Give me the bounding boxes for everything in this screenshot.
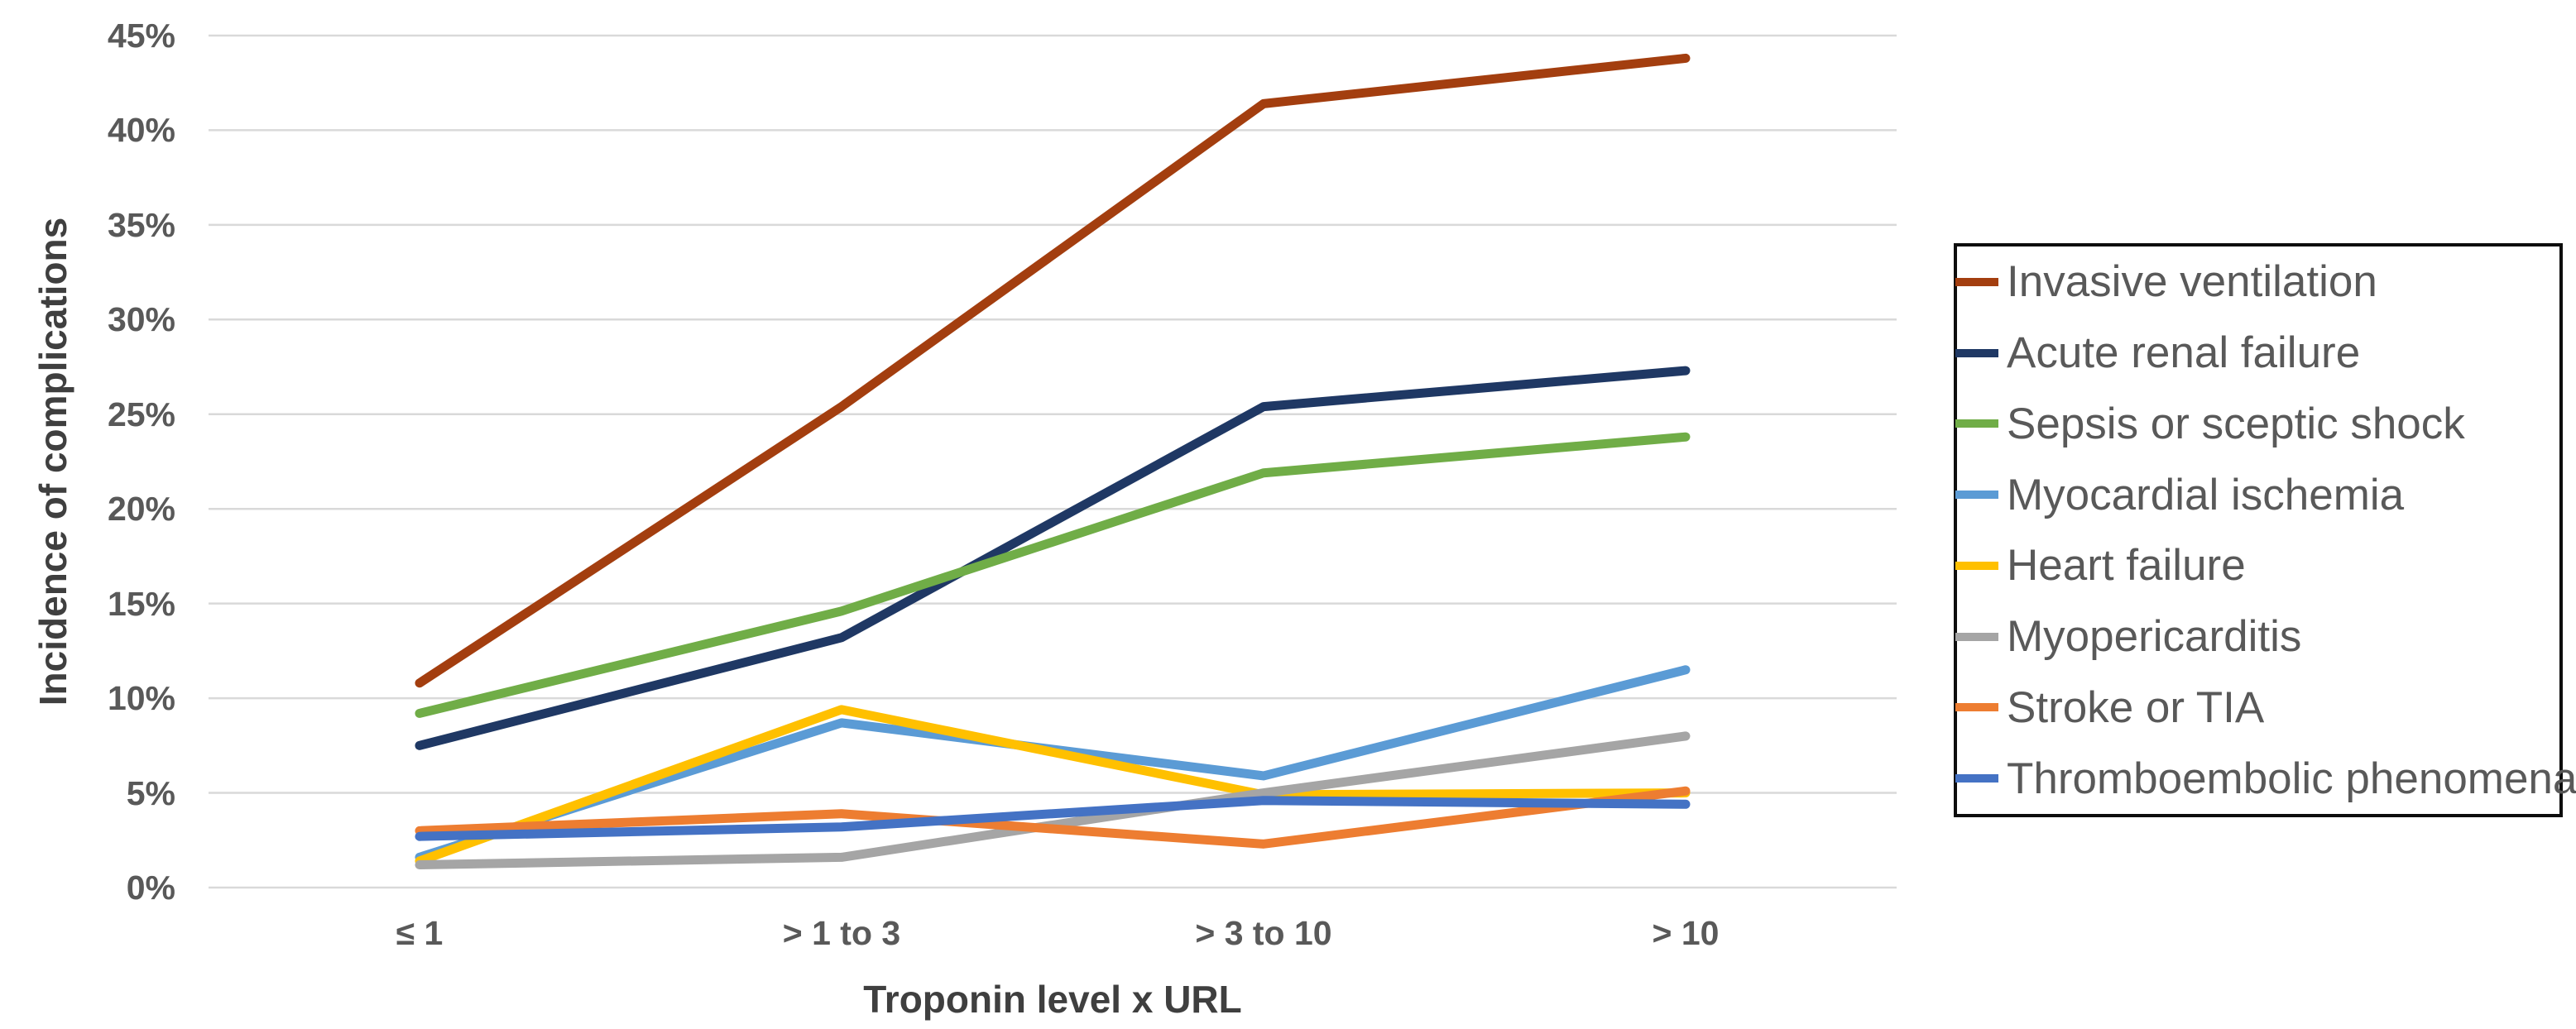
legend-line-marker [1955, 348, 1998, 357]
y-tick-label: 15% [107, 584, 175, 623]
series-line-stroke-or-tia [415, 786, 1691, 849]
legend-item-heart-failure: Heart failure [1955, 540, 2559, 591]
legend-line-marker [1955, 491, 1998, 500]
x-tick-label: > 3 to 10 [1195, 914, 1332, 952]
y-tick-label: 5% [126, 773, 175, 812]
legend-label: Myopericarditis [2007, 612, 2302, 662]
legend-item-acute-renal-failure: Acute renal failure [1955, 328, 2559, 378]
legend-label: Invasive ventilation [2007, 257, 2377, 307]
legend-item-stroke-or-tia: Stroke or TIA [1955, 682, 2559, 733]
x-axis-title: Troponin level x URL [863, 978, 1242, 1021]
legend-item-thromboembolic-phenomena: Thromboembolic phenomena [1955, 754, 2576, 804]
x-tick-label: ≤ 1 [396, 914, 444, 952]
legend-label: Stroke or TIA [2007, 682, 2265, 732]
legend-item-myocardial-ischemia: Myocardial ischemia [1955, 470, 2559, 520]
legend-line-marker [1955, 277, 1998, 286]
y-tick-label: 25% [107, 395, 175, 433]
series-line-acute-renal-failure [415, 366, 1691, 750]
x-tick-label: > 1 to 3 [782, 914, 901, 952]
y-tick-label: 10% [107, 679, 175, 718]
legend: Invasive ventilation Acute renal failure S… [1954, 243, 2576, 817]
legend-label: Acute renal failure [2007, 328, 2361, 378]
series-line-thromboembolic-phenomena [415, 796, 1691, 841]
legend-line-marker [1955, 703, 1998, 712]
legend-line-marker [1955, 561, 1998, 570]
y-tick-label: 40% [107, 111, 175, 150]
y-axis-title: Incidence of complications [31, 217, 74, 706]
y-tick-label: 0% [126, 869, 175, 907]
legend-line-marker [1955, 419, 1998, 428]
legend-line-marker [1955, 774, 1998, 783]
legend-label: Sepsis or sceptic shock [2007, 399, 2465, 448]
x-tick-label: > 10 [1652, 914, 1720, 952]
legend-line-marker [1955, 632, 1998, 641]
legend-item-sepsis-or-sceptic-shock: Sepsis or sceptic shock [1955, 399, 2559, 449]
series-line-heart-failure [415, 705, 1691, 866]
legend-label: Heart failure [2007, 541, 2246, 591]
legend-label: Myocardial ischemia [2007, 470, 2405, 519]
series-line-sepsis-or-sceptic-shock [415, 432, 1691, 718]
y-tick-label: 30% [107, 300, 175, 339]
series-line-invasive-ventilation [415, 53, 1691, 688]
legend-item-myopericarditis: Myopericarditis [1955, 611, 2559, 662]
y-tick-label: 45% [107, 16, 175, 55]
legend-label: Thromboembolic phenomena [2007, 754, 2576, 803]
y-tick-label: 20% [107, 490, 175, 529]
y-tick-label: 35% [107, 205, 175, 244]
legend-item-invasive-ventilation: Invasive ventilation [1955, 256, 2559, 307]
